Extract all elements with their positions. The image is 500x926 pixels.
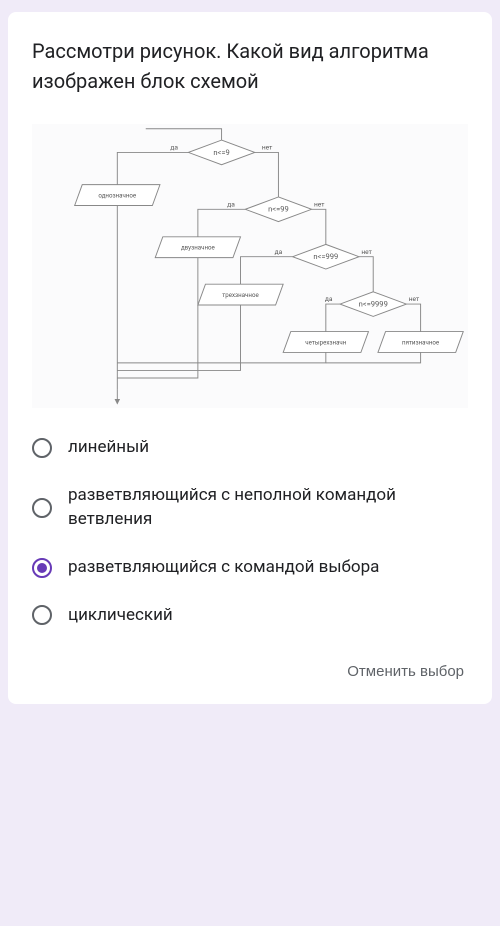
svg-text:n<=99: n<=99 — [268, 205, 289, 214]
svg-text:да: да — [325, 295, 333, 303]
radio-circle[interactable] — [32, 605, 52, 625]
svg-text:n<=9999: n<=9999 — [359, 299, 388, 308]
question-title: Рассмотри рисунок. Какой вид алгоритма и… — [32, 36, 468, 96]
options-list: линейный разветвляющийся с неполной коман… — [32, 436, 468, 627]
radio-circle[interactable] — [32, 498, 52, 518]
svg-text:четырехзначн: четырехзначн — [305, 338, 346, 346]
svg-text:трехзначное: трехзначное — [222, 291, 259, 299]
svg-text:нет: нет — [409, 295, 420, 303]
option-label: циклический — [68, 604, 173, 628]
clear-selection-button[interactable]: Отменить выбор — [343, 655, 468, 688]
clear-row: Отменить выбор — [32, 655, 468, 688]
radio-option-2[interactable]: разветвляющийся с командой выбора — [32, 556, 468, 580]
svg-text:да: да — [170, 144, 178, 152]
question-card: Рассмотри рисунок. Какой вид алгоритма и… — [8, 12, 492, 704]
svg-text:да: да — [275, 248, 283, 256]
option-label: разветвляющийся с командой выбора — [68, 556, 379, 580]
radio-option-1[interactable]: разветвляющийся с неполной командой ветв… — [32, 484, 468, 532]
flowchart-diagram: да нет да нет да нет да нет n<=9 n<=99 n<=999 n<=99… — [32, 124, 468, 408]
svg-text:нет: нет — [262, 144, 273, 152]
radio-option-3[interactable]: циклический — [32, 604, 468, 628]
svg-text:однозначное: однозначное — [98, 191, 137, 199]
radio-circle[interactable] — [32, 438, 52, 458]
svg-text:n<=999: n<=999 — [313, 252, 338, 261]
option-label: линейный — [68, 436, 149, 460]
svg-text:n<=9: n<=9 — [213, 148, 229, 157]
option-label: разветвляющийся с неполной командой ветв… — [68, 484, 468, 532]
svg-text:пятизначное: пятизначное — [402, 338, 440, 346]
svg-text:да: да — [227, 200, 235, 208]
svg-text:нет: нет — [361, 248, 372, 256]
radio-option-0[interactable]: линейный — [32, 436, 468, 460]
svg-text:двузначное: двузначное — [181, 244, 216, 252]
radio-circle[interactable] — [32, 558, 52, 578]
svg-text:нет: нет — [314, 200, 325, 208]
